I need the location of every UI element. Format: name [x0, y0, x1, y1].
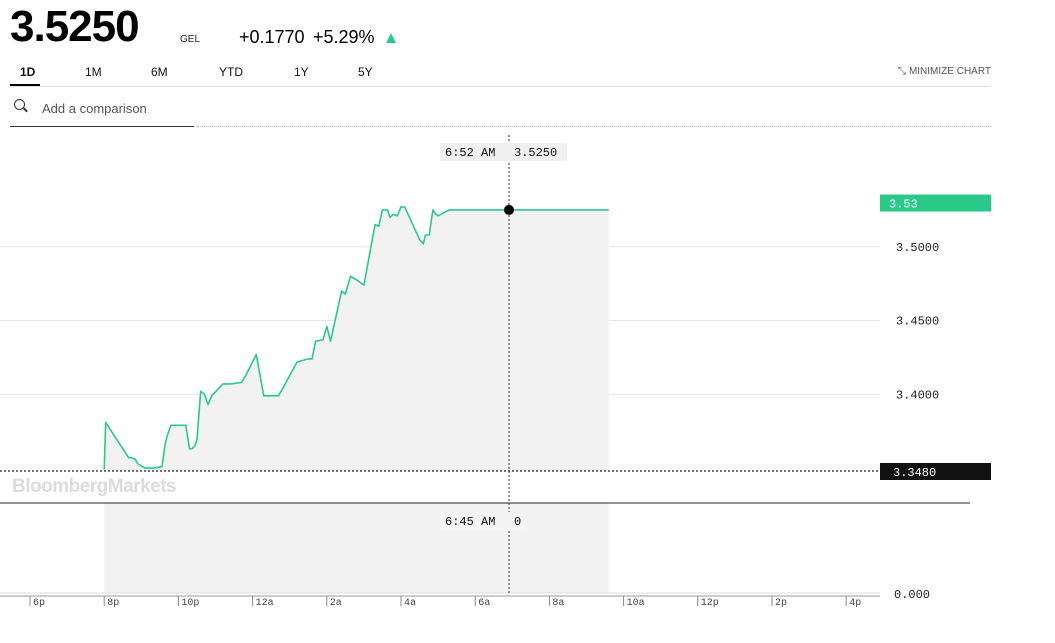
- active-tab-indicator: [10, 84, 40, 86]
- y-tick-label: 3.5000: [896, 241, 939, 255]
- tab-1m[interactable]: 1M: [85, 65, 102, 79]
- current-value-label: 3.53: [889, 198, 918, 212]
- y-tick-label: 3.4500: [896, 315, 939, 329]
- tab-6m[interactable]: 6M: [151, 65, 168, 79]
- price-line: [103, 206, 609, 470]
- volume-area: [104, 503, 609, 593]
- header-divider: [194, 126, 991, 127]
- x-tick-label: 10a: [627, 598, 645, 609]
- currency-code: GEL: [180, 34, 201, 45]
- volume-crosshair-value: 0: [514, 515, 521, 529]
- previous-close-label: 3.3480: [893, 466, 936, 480]
- x-tick-label: 6p: [33, 598, 45, 609]
- x-tick-label: 4a: [404, 598, 416, 609]
- x-tick-label: 12a: [256, 598, 274, 609]
- volume-crosshair-time: 6:45 AM: [445, 515, 495, 529]
- tab-5y[interactable]: 5Y: [358, 65, 373, 79]
- x-tick-label: 2a: [330, 598, 342, 609]
- comparison-search: [10, 92, 194, 127]
- crosshair-dot: [504, 204, 514, 215]
- y-tick-label: 3.4000: [896, 388, 939, 402]
- crosshair-time: 6:52 AM: [445, 146, 495, 160]
- timeframe-tabs: 1D 1M 6M YTD 1Y 5Y ⤡ MINIMIZE CHART: [10, 62, 991, 87]
- up-triangle-icon: [386, 33, 396, 43]
- minimize-chart-label: MINIMIZE CHART: [908, 66, 991, 77]
- x-tick-label: 8a: [552, 598, 564, 609]
- previous-close-badge: [880, 463, 991, 480]
- crosshair-value: 3.5250: [514, 146, 557, 160]
- x-tick-label: 2p: [775, 598, 787, 609]
- tab-1y[interactable]: 1Y: [294, 65, 309, 79]
- bloomberg-watermark: BloombergMarkets: [12, 476, 177, 497]
- price-area: [104, 206, 609, 471]
- tab-1d[interactable]: 1D: [20, 65, 36, 79]
- x-tick-label: 4p: [849, 598, 861, 609]
- x-tick-label: 6a: [478, 598, 490, 609]
- tab-ytd[interactable]: YTD: [219, 65, 243, 79]
- x-tick-label: 10p: [181, 598, 199, 609]
- comparison-input[interactable]: [40, 96, 194, 120]
- price-change: +0.1770: [239, 27, 305, 47]
- crosshair-top-box: [440, 143, 567, 161]
- x-tick-label: 8p: [107, 598, 119, 609]
- current-value-badge: [880, 194, 991, 212]
- volume-crosshair-box: [440, 512, 526, 530]
- x-tick-label: 12p: [701, 598, 719, 609]
- minimize-chart-button[interactable]: ⤡ MINIMIZE CHART: [898, 66, 991, 77]
- percent-change: +5.29%: [313, 27, 375, 47]
- search-icon: [14, 99, 25, 110]
- last-price: 3.5250: [10, 2, 140, 51]
- volume-axis-label: 0.000: [894, 588, 930, 602]
- minimize-icon: ⤡: [897, 66, 906, 77]
